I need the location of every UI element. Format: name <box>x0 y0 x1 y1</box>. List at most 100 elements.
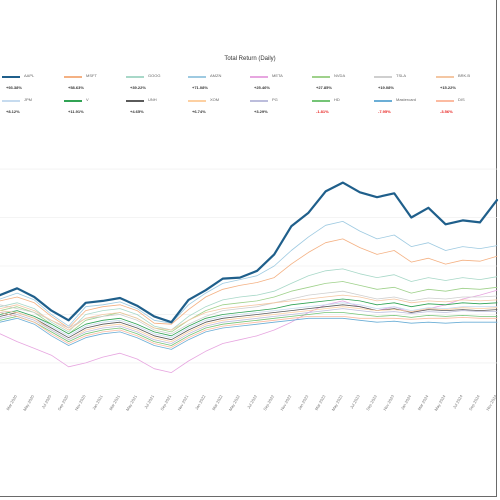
series-line-aapl <box>0 181 499 324</box>
legend-series-value: +25.46% <box>254 85 270 90</box>
legend-series-name: PG <box>272 97 278 102</box>
series-line-unh <box>0 304 498 341</box>
legend-item: GOOG +39.22% <box>126 70 186 92</box>
legend-series-value: -3.56% <box>440 109 453 114</box>
legend-series-name: XOM <box>210 97 220 102</box>
legend-series-name: Mastercard <box>396 97 417 102</box>
x-tick-label: Jul 2022 <box>246 393 258 409</box>
x-tick-label: May 2023 <box>331 393 345 411</box>
legend-item: JPM +8.12% <box>2 94 62 116</box>
legend-item: XOM +6.74% <box>188 94 248 116</box>
legend-item: AAPL +93.38% <box>2 70 62 92</box>
x-tick-label: May 2021 <box>125 393 139 411</box>
x-tick-label: Sep 2024 <box>468 393 481 411</box>
legend-item: V +11.91% <box>64 94 124 116</box>
legend-swatch <box>436 76 454 78</box>
series-line-amzn <box>0 220 498 327</box>
series-line-v <box>0 298 498 337</box>
x-tick-label: Sep 2021 <box>159 393 172 411</box>
legend-swatch <box>126 100 144 102</box>
legend-item: DIS -3.56% <box>436 94 496 116</box>
legend-series-value: +11.91% <box>68 109 84 114</box>
series-line-pg <box>0 308 498 344</box>
legend-swatch <box>126 76 144 78</box>
x-tick-label: Nov 2024 <box>485 393 498 411</box>
legend-series-value: -7.95% <box>378 109 391 114</box>
legend-series-value: +3.29% <box>254 109 268 114</box>
legend-item: TSLA +19.08% <box>374 70 434 92</box>
x-tick-label: Sep 2020 <box>57 393 70 411</box>
legend-item: META +25.46% <box>250 70 310 92</box>
legend-series-name: DIS <box>458 97 465 102</box>
legend-series-value: +27.85% <box>316 85 332 90</box>
legend-item: NVDA +27.85% <box>312 70 372 92</box>
legend-swatch <box>312 76 330 78</box>
x-tick-label: Jul 2024 <box>452 393 464 409</box>
legend-series-value: +58.63% <box>68 85 84 90</box>
legend-swatch <box>374 100 392 102</box>
legend-series-name: JPM <box>24 97 32 102</box>
x-tick-label: Nov 2023 <box>382 393 395 411</box>
legend-series-name: META <box>272 73 283 78</box>
legend-series-name: NVDA <box>334 73 346 78</box>
x-tick-label: Jul 2023 <box>349 393 361 409</box>
x-tick-label: Mar 2021 <box>108 393 121 411</box>
x-tick-label: Jan 2023 <box>297 393 310 410</box>
x-tick-label: Mar 2023 <box>314 393 327 411</box>
x-tick-label: Mar 2022 <box>211 393 224 411</box>
legend-series-value: +19.08% <box>378 85 394 90</box>
legend-item: MSFT +58.63% <box>64 70 124 92</box>
series-line-brk-b <box>0 294 498 331</box>
x-tick-label: Jan 2024 <box>400 393 413 410</box>
x-tick-label: May 2022 <box>228 393 242 411</box>
legend-swatch <box>188 76 206 78</box>
x-tick-label: May 2024 <box>433 393 447 411</box>
x-tick-label: Mar 2024 <box>417 393 430 411</box>
x-tick-label: Mar 2020 <box>5 393 18 411</box>
chart-legend: AAPL +93.38% MSFT +58.63% GOOG +39.22% AMZN +71… <box>0 70 500 120</box>
legend-series-value: +93.38% <box>6 85 22 90</box>
x-tick-label: Jul 2020 <box>40 393 52 409</box>
legend-item: UNH +4.65% <box>126 94 186 116</box>
legend-series-name: HD <box>334 97 340 102</box>
legend-series-name: MSFT <box>86 73 97 78</box>
series-line-nvda <box>0 281 498 335</box>
legend-series-name: V <box>86 97 89 102</box>
x-tick-label: Sep 2023 <box>365 393 378 411</box>
legend-item: PG +3.29% <box>250 94 310 116</box>
legend-series-value: +71.08% <box>192 85 208 90</box>
legend-series-name: AAPL <box>24 73 35 78</box>
series-line-goog <box>0 268 498 333</box>
x-tick-label: Sep 2022 <box>262 393 275 411</box>
legend-swatch <box>250 100 268 102</box>
legend-item: BRK.B +15.22% <box>436 70 496 92</box>
legend-swatch <box>2 76 20 78</box>
series-line-mastercard <box>0 317 498 350</box>
series-line-xom <box>0 306 498 343</box>
series-line-jpm <box>0 302 498 339</box>
legend-series-name: BRK.B <box>458 73 471 78</box>
legend-series-name: TSLA <box>396 73 407 78</box>
legend-series-value: -1.81% <box>316 109 329 114</box>
legend-item: Mastercard -7.95% <box>374 94 434 116</box>
x-tick-label: Jan 2020 <box>0 393 1 410</box>
legend-series-value: +39.22% <box>130 85 146 90</box>
chart-title: Total Return (Daily) <box>224 56 276 62</box>
legend-series-value: +4.65% <box>130 109 144 114</box>
x-tick-label: Nov 2020 <box>74 393 87 411</box>
legend-swatch <box>436 100 454 102</box>
legend-series-value: +8.12% <box>6 109 20 114</box>
series-line-meta <box>0 289 498 374</box>
legend-item: AMZN +71.08% <box>188 70 248 92</box>
legend-series-name: UNH <box>148 97 157 102</box>
legend-series-value: +6.74% <box>192 109 206 114</box>
x-tick-label: Nov 2022 <box>279 393 292 411</box>
legend-swatch <box>64 100 82 102</box>
x-tick-label: Jul 2021 <box>143 393 155 409</box>
legend-series-name: AMZN <box>210 73 222 78</box>
series-line-hd <box>0 312 498 346</box>
series-line-msft <box>0 238 498 329</box>
legend-swatch <box>312 100 330 102</box>
